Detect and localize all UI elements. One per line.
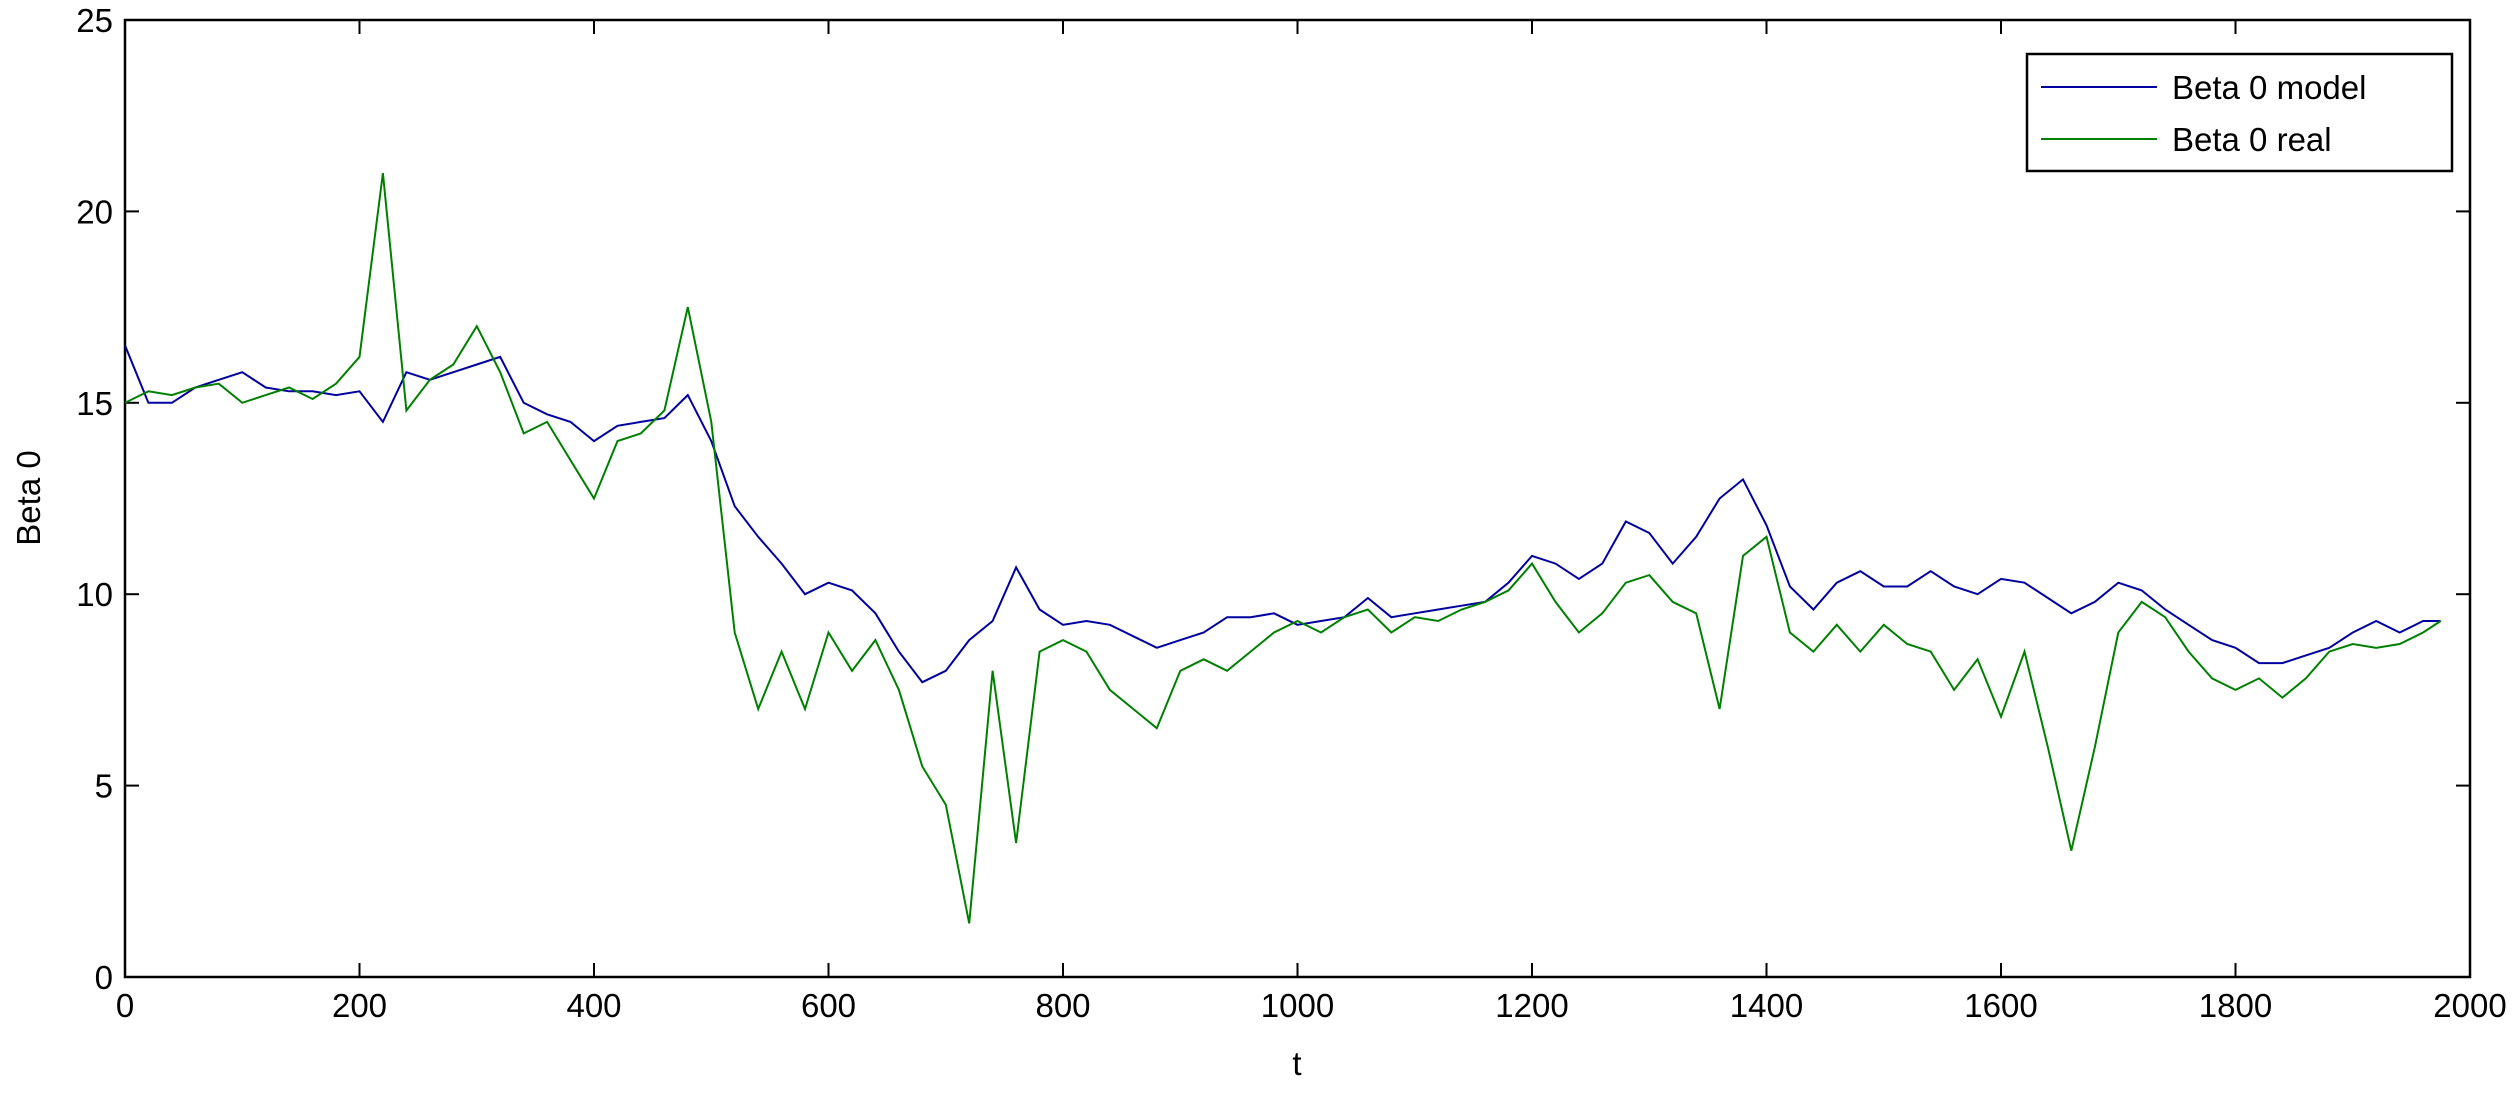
legend-label: Beta 0 real [2172, 121, 2332, 158]
legend-box [2025, 52, 2454, 173]
x-tick-label: 1400 [1730, 987, 1803, 1024]
legend-label: Beta 0 model [2172, 69, 2366, 106]
y-axis-label: Beta 0 [10, 450, 47, 545]
x-tick-label: 2000 [2433, 987, 2506, 1024]
x-tick-label: 1800 [2199, 987, 2272, 1024]
x-tick-label: 1600 [1964, 987, 2037, 1024]
data-line [124, 172, 2442, 924]
y-tick-label: 0 [95, 959, 113, 996]
y-tick-label: 25 [76, 2, 113, 39]
x-tick-label: 1200 [1495, 987, 1568, 1024]
data-line [124, 345, 2441, 684]
y-tick-label: 15 [76, 385, 113, 422]
y-tick-label: 20 [76, 193, 113, 230]
y-tick-label: 5 [95, 768, 113, 805]
x-tick-label: 200 [332, 987, 387, 1024]
x-tick-label: 800 [1035, 987, 1090, 1024]
x-tick-label: 400 [566, 987, 621, 1024]
x-tick-label: 600 [801, 987, 856, 1024]
y-tick-label: 10 [76, 576, 113, 613]
x-tick-label: 0 [116, 987, 134, 1024]
x-tick-label: 1000 [1261, 987, 1334, 1024]
x-axis-label: t [1292, 1045, 1301, 1082]
